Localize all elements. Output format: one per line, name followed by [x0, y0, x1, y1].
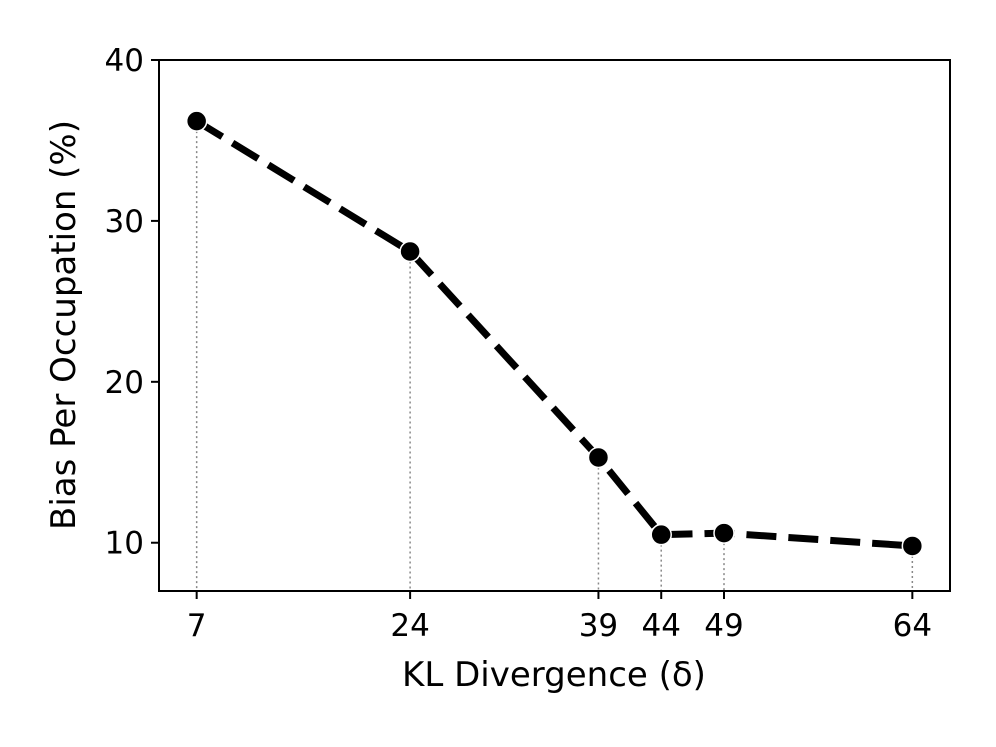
y-tick-label: 20	[105, 365, 144, 401]
y-axis-title: Bias Per Occupation (%)	[44, 120, 84, 530]
y-tick-label: 10	[105, 526, 144, 562]
x-tick-label: 64	[893, 608, 932, 644]
x-axis: 7 24 39 44 49 64	[187, 591, 932, 644]
data-point	[399, 240, 421, 263]
data-point	[650, 523, 672, 546]
data-point	[713, 522, 735, 544]
series-group	[185, 110, 924, 557]
series-line	[194, 118, 913, 550]
data-point	[901, 535, 924, 557]
plot-frame	[158, 59, 951, 592]
x-tick-label: 44	[641, 608, 680, 644]
y-axis: 10 20 30 40	[105, 43, 159, 562]
x-tick-label: 49	[704, 608, 743, 644]
x-tick-label: 24	[390, 608, 429, 644]
x-tick-label: 7	[187, 608, 207, 644]
x-tick-label: 39	[579, 608, 618, 644]
y-tick-label: 40	[105, 43, 144, 79]
drop-lines	[195, 121, 914, 591]
data-point	[587, 446, 610, 469]
data-point	[185, 110, 208, 132]
x-axis-title: KL Divergence (δ)	[402, 655, 706, 695]
y-tick-label: 30	[105, 204, 144, 240]
